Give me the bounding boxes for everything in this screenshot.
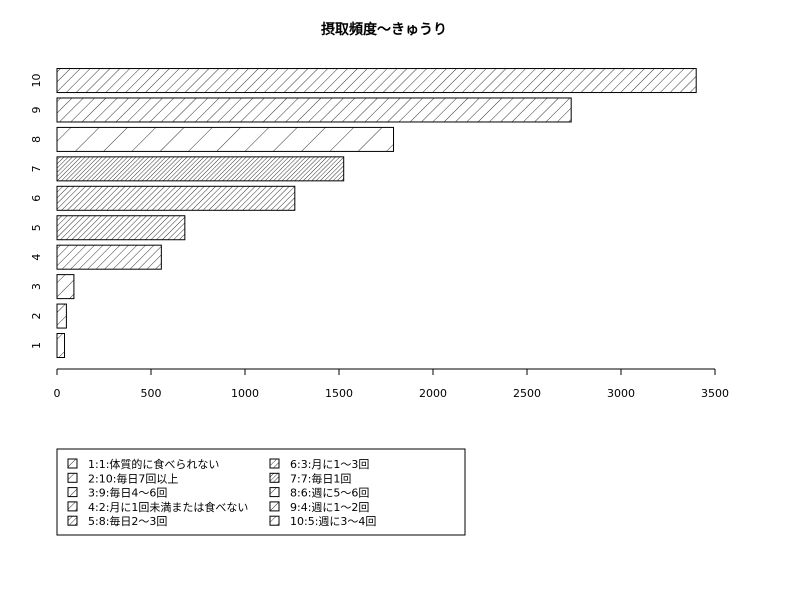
y-tick-label: 5 — [30, 224, 43, 231]
bar-1 — [56, 333, 66, 358]
legend-swatch — [67, 487, 78, 498]
legend-swatch — [269, 472, 280, 483]
legend-label: 1:1:体質的に食べられない — [88, 457, 219, 471]
legend-label: 6:3:月に1〜3回 — [290, 458, 369, 471]
y-tick-label: 8 — [30, 136, 43, 143]
bar-10 — [56, 68, 697, 94]
bar-2 — [56, 303, 67, 329]
x-axis: 0 500 1000 1500 2000 2500 3000 3500 — [54, 368, 729, 400]
legend-swatch — [269, 487, 280, 498]
legend-swatch — [269, 501, 280, 512]
legend-label: 4:2:月に1回未満または食べない — [88, 500, 248, 514]
legend-label: 10:5:週に3〜4回 — [290, 515, 376, 528]
y-tick-label: 2 — [30, 313, 43, 320]
chart-title: 摂取頻度〜きゅうり — [321, 21, 447, 38]
y-tick-label: 10 — [30, 74, 43, 88]
legend-swatch — [67, 472, 78, 483]
legend-swatch — [269, 515, 280, 526]
legend-label: 8:6:週に5〜6回 — [290, 487, 369, 500]
y-tick-label: 7 — [30, 165, 43, 172]
y-tick-label: 1 — [30, 342, 43, 349]
legend-swatch — [269, 458, 280, 469]
legend-label: 2:10:毎日7回以上 — [88, 472, 178, 485]
legend-swatch — [67, 458, 78, 469]
y-tick-label: 9 — [30, 106, 43, 113]
x-tick-label: 1000 — [231, 387, 259, 400]
bar-5 — [56, 215, 186, 241]
x-tick-label: 3500 — [701, 387, 729, 400]
y-tick-label: 3 — [30, 283, 43, 290]
y-tick-label: 4 — [30, 254, 43, 261]
legend-label: 7:7:毎日1回 — [290, 472, 351, 485]
x-tick-label: 500 — [141, 387, 162, 400]
y-axis: 1 2 3 4 5 6 7 8 9 10 — [30, 74, 43, 349]
x-tick-label: 1500 — [325, 387, 353, 400]
bar-3 — [56, 274, 75, 300]
x-tick-label: 3000 — [607, 387, 635, 400]
legend-label: 9:4:週に1〜2回 — [290, 501, 369, 514]
x-tick-label: 0 — [54, 387, 61, 400]
legend-box — [56, 448, 466, 536]
bar-8 — [56, 126, 395, 152]
y-tick-label: 6 — [30, 195, 43, 202]
legend-swatch — [67, 515, 78, 526]
legend-label: 3:9:毎日4〜6回 — [88, 487, 167, 500]
bar-9 — [56, 97, 572, 123]
bar-7 — [56, 156, 345, 182]
x-tick-label: 2000 — [419, 387, 447, 400]
bars-group — [56, 68, 697, 358]
bar-6 — [56, 185, 296, 211]
bar-4 — [56, 244, 162, 270]
legend-label: 5:8:毎日2〜3回 — [88, 515, 167, 528]
legend-swatch — [67, 501, 78, 512]
x-tick-label: 2500 — [513, 387, 541, 400]
